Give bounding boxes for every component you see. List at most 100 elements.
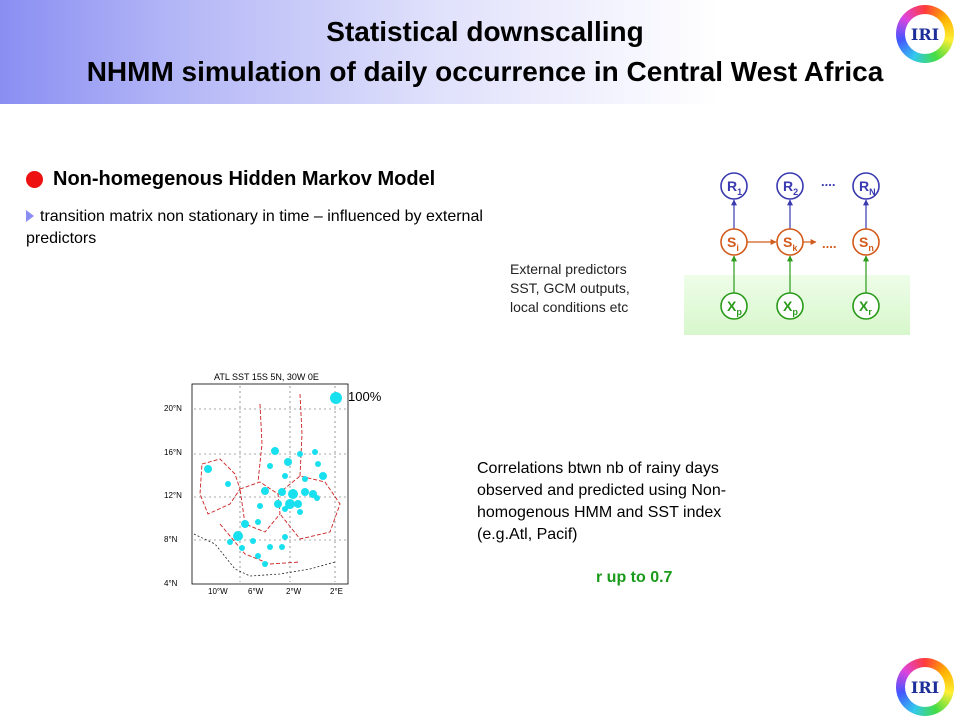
s-node: Sn xyxy=(852,228,880,256)
station-dot xyxy=(255,553,261,559)
s-node-label: Sn xyxy=(859,234,874,253)
station-dot xyxy=(282,534,288,540)
x-node-circle xyxy=(776,292,804,320)
station-dot xyxy=(282,473,288,479)
s-node-circle xyxy=(852,228,880,256)
ellipsis-top: .... xyxy=(821,174,835,189)
station-dot xyxy=(233,531,243,541)
map-coastline xyxy=(193,533,336,577)
s-node: Si xyxy=(720,228,748,256)
x-node-label: Xp xyxy=(727,298,742,317)
r-node: RN xyxy=(852,172,880,200)
s-node-circle xyxy=(720,228,748,256)
x-node: Xp xyxy=(776,292,804,320)
station-dot xyxy=(319,472,327,480)
iri-logo-icon: IRI xyxy=(896,5,954,63)
station-dot xyxy=(314,495,320,501)
station-dot xyxy=(312,449,318,455)
map-y-tick: 8°N xyxy=(164,535,178,544)
station-dot xyxy=(278,488,286,496)
station-dot xyxy=(241,520,249,528)
r-node: R1 xyxy=(720,172,748,200)
station-dot xyxy=(271,447,279,455)
s-node-circle xyxy=(776,228,804,256)
station-dot xyxy=(227,539,233,545)
station-dot xyxy=(285,499,295,509)
map-x-tick: 2°W xyxy=(286,587,302,596)
station-dot xyxy=(297,451,303,457)
station-dot xyxy=(250,538,256,544)
hmm-diagram: R1 R2 RN Si Sk Sn Xp Xp Xr .... .... xyxy=(720,172,880,320)
station-dot xyxy=(274,500,282,508)
r-node-circle xyxy=(852,172,880,200)
section-heading: Non-homegenous Hidden Markov Model xyxy=(26,168,435,191)
external-line: local conditions etc xyxy=(510,299,629,315)
map-x-tick: 6°W xyxy=(248,587,264,596)
r-node-label: R2 xyxy=(783,178,798,197)
correlation-line: Correlations btwn nb of rainy days xyxy=(477,460,719,477)
station-dot xyxy=(204,465,212,473)
s-node: Sk xyxy=(776,228,804,256)
slide-title-line2: NHMM simulation of daily occurrence in C… xyxy=(86,56,884,87)
map-border-line xyxy=(257,403,263,483)
station-dot xyxy=(255,519,261,525)
r-node-circle xyxy=(720,172,748,200)
r-node: R2 xyxy=(776,172,804,200)
map-frame xyxy=(191,383,349,585)
station-dot xyxy=(239,545,245,551)
map-border-line xyxy=(219,523,301,565)
title-banner xyxy=(0,0,960,104)
bullet-text: transition matrix non stationary in time… xyxy=(26,208,483,247)
map-x-tick: 2°E xyxy=(330,587,343,596)
station-dot xyxy=(284,458,292,466)
iri-logo-icon: IRI xyxy=(896,658,954,716)
station-dot xyxy=(261,487,269,495)
map-y-tick: 4°N xyxy=(164,579,178,588)
map-border-line xyxy=(199,458,241,515)
map-border-line xyxy=(299,393,303,477)
external-line: External predictors xyxy=(510,261,627,277)
s-node-label: Si xyxy=(727,234,739,253)
map-y-tick: 16°N xyxy=(164,448,182,457)
map-y-tick: 12°N xyxy=(164,491,182,500)
x-node-circle xyxy=(720,292,748,320)
station-dot xyxy=(267,463,273,469)
station-dot xyxy=(225,481,231,487)
correlation-line: observed and predicted using Non- xyxy=(477,482,727,499)
station-dot xyxy=(294,500,302,508)
slide-title-line1: Statistical downscalling xyxy=(326,16,644,47)
iri-logo-text: IRI xyxy=(905,667,945,707)
correlation-map: ATL SST 15S 5N, 30W 0E 20°N 16°N 12°N 8°N 4°… xyxy=(164,372,349,596)
r-result: r up to 0.7 xyxy=(596,569,673,586)
station-dot xyxy=(282,506,288,512)
arrow-bullet-icon xyxy=(26,210,34,222)
external-line: SST, GCM outputs, xyxy=(510,280,630,296)
station-dot xyxy=(315,461,321,467)
correlation-line: homogenous HMM and SST index xyxy=(477,504,722,521)
station-dot xyxy=(262,561,268,567)
x-node-label: Xp xyxy=(783,298,798,317)
bullet-point: transition matrix non stationary in time… xyxy=(26,206,506,250)
ellipsis-mid: .... xyxy=(822,236,836,251)
station-dot xyxy=(267,544,273,550)
r-node-circle xyxy=(776,172,804,200)
correlation-line: (e.g.Atl, Pacif) xyxy=(477,526,578,543)
correlation-text: Correlations btwn nb of rainy days obser… xyxy=(477,458,777,546)
x-node-circle xyxy=(852,292,880,320)
map-legend-label: 100% xyxy=(348,389,382,404)
map-border-line xyxy=(239,481,281,533)
x-node-label: Xr xyxy=(859,298,872,317)
station-dot xyxy=(279,544,285,550)
station-dot xyxy=(330,392,342,404)
iri-logo-text: IRI xyxy=(905,14,945,54)
heading-text: Non-homegenous Hidden Markov Model xyxy=(53,168,436,190)
station-dot xyxy=(302,476,308,482)
station-dot xyxy=(297,509,303,515)
map-y-tick: 20°N xyxy=(164,404,182,413)
x-node: Xr xyxy=(852,292,880,320)
map-title: ATL SST 15S 5N, 30W 0E xyxy=(214,372,319,382)
r-node-label: RN xyxy=(859,178,876,197)
map-border-line xyxy=(277,475,341,540)
x-node: Xp xyxy=(720,292,748,320)
station-dot xyxy=(257,503,263,509)
